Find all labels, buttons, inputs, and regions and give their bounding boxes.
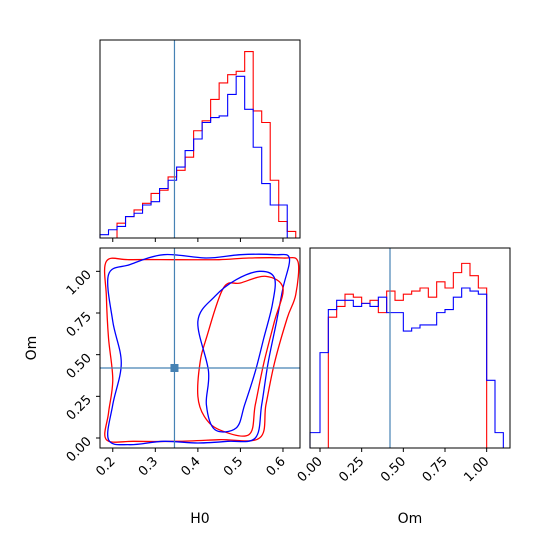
x-tick-label: 0.00 xyxy=(295,454,326,485)
truth-marker xyxy=(170,364,179,372)
x-tick-label: 0.4 xyxy=(178,454,203,479)
axis-labels: H0 Om Om xyxy=(24,336,422,527)
h0-hist-red-series xyxy=(100,51,297,239)
y-tick-label: 1.00 xyxy=(64,268,95,299)
x-tick-label: 0.75 xyxy=(420,454,451,485)
y-tick-label: 0.75 xyxy=(64,309,95,340)
om-hist-frame xyxy=(309,247,511,449)
contour-frame xyxy=(99,247,301,449)
y-tick-label: 0.00 xyxy=(64,434,95,465)
x-tick-label: 0.5 xyxy=(221,454,246,479)
y-tick-label: 0.25 xyxy=(64,393,95,424)
x-tick-label: 0.25 xyxy=(336,454,367,485)
x-axis-label-h0: H0 xyxy=(190,511,209,527)
x-tick-label: 0.6 xyxy=(264,454,289,479)
h0-hist-frame xyxy=(99,39,301,239)
contour-blue-inner xyxy=(197,270,276,433)
y-axis-label-om: Om xyxy=(24,336,40,361)
y-tick-label: 0.50 xyxy=(64,351,95,382)
x-tick-label: 0.50 xyxy=(378,454,409,485)
x-tick-label: 0.2 xyxy=(93,454,118,479)
x-tick-label: 1.00 xyxy=(461,454,492,485)
x-tick-label: 0.3 xyxy=(136,454,161,479)
om-hist-blue-series xyxy=(309,287,504,448)
contour-red-outer xyxy=(103,256,300,443)
om-hist-red-series xyxy=(310,262,504,449)
x-axis-label-om: Om xyxy=(398,511,423,527)
contour-blue-outer xyxy=(107,253,291,446)
h0-histogram-panel xyxy=(99,39,301,242)
om-histogram-panel: 0.00 0.25 0.50 0.75 1.00 xyxy=(295,247,511,485)
contour-red-inner xyxy=(197,275,284,437)
h0-om-contour-panel: 0.2 0.3 0.4 0.5 0.6 0.00 0.25 0.50 0.75 1.00 xyxy=(64,247,301,479)
h0-hist-blue-series xyxy=(99,75,296,239)
